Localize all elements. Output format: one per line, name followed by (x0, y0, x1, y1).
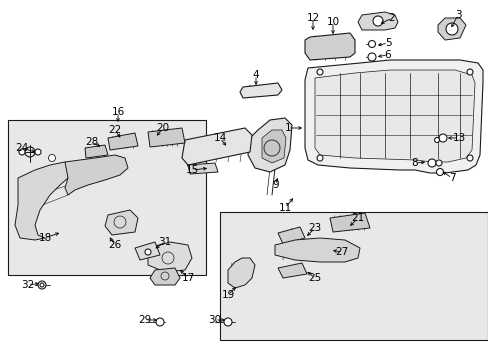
Text: 20: 20 (156, 123, 169, 133)
Circle shape (316, 69, 323, 75)
Polygon shape (274, 238, 359, 262)
Text: 24: 24 (15, 143, 29, 153)
Text: 1: 1 (284, 123, 291, 133)
Polygon shape (85, 145, 108, 158)
Text: 18: 18 (38, 233, 52, 243)
Text: 23: 23 (308, 223, 321, 233)
Polygon shape (15, 162, 72, 240)
Polygon shape (148, 128, 184, 147)
Circle shape (436, 168, 443, 175)
Circle shape (372, 16, 382, 26)
Circle shape (434, 138, 439, 143)
Text: 28: 28 (85, 137, 99, 147)
Circle shape (38, 281, 46, 289)
Text: 31: 31 (158, 237, 171, 247)
Polygon shape (105, 210, 138, 235)
Text: 26: 26 (108, 240, 122, 250)
Text: 4: 4 (252, 70, 259, 80)
Polygon shape (247, 118, 291, 172)
Polygon shape (262, 130, 285, 163)
Polygon shape (182, 128, 251, 165)
Circle shape (367, 53, 375, 61)
Text: 9: 9 (272, 180, 279, 190)
Text: 19: 19 (221, 290, 234, 300)
Polygon shape (278, 227, 305, 244)
Circle shape (48, 154, 55, 162)
Text: 13: 13 (451, 133, 465, 143)
Polygon shape (305, 60, 482, 173)
Circle shape (156, 318, 163, 326)
Circle shape (427, 159, 435, 167)
Text: 2: 2 (388, 13, 394, 23)
Text: 29: 29 (138, 315, 151, 325)
Polygon shape (148, 242, 192, 272)
Circle shape (435, 160, 441, 166)
Text: 21: 21 (351, 213, 364, 223)
Text: 16: 16 (111, 107, 124, 117)
Polygon shape (329, 213, 369, 232)
Circle shape (368, 40, 375, 48)
Polygon shape (305, 33, 354, 60)
Circle shape (35, 149, 41, 155)
Circle shape (316, 155, 323, 161)
Polygon shape (357, 12, 397, 30)
Text: 6: 6 (384, 50, 390, 60)
Polygon shape (278, 263, 306, 278)
Text: 17: 17 (181, 273, 194, 283)
Circle shape (466, 155, 472, 161)
Text: 7: 7 (448, 173, 454, 183)
Text: 27: 27 (335, 247, 348, 257)
Text: 25: 25 (308, 273, 321, 283)
Polygon shape (150, 268, 180, 285)
Text: 12: 12 (306, 13, 319, 23)
Text: 8: 8 (411, 158, 417, 168)
Text: 30: 30 (208, 315, 221, 325)
Bar (8, 120, 205, 275)
Polygon shape (314, 70, 474, 162)
Circle shape (224, 318, 231, 326)
Text: 22: 22 (108, 125, 122, 135)
Circle shape (145, 249, 151, 255)
Circle shape (466, 69, 472, 75)
Circle shape (445, 23, 457, 35)
Polygon shape (65, 155, 128, 195)
Polygon shape (240, 83, 282, 98)
Text: 11: 11 (278, 203, 291, 213)
Text: 5: 5 (384, 38, 390, 48)
Polygon shape (108, 133, 138, 150)
Text: 3: 3 (454, 10, 460, 20)
Polygon shape (135, 242, 160, 260)
Circle shape (438, 134, 446, 142)
Text: 32: 32 (21, 280, 35, 290)
Bar (220, 212, 487, 340)
Polygon shape (227, 258, 254, 288)
Polygon shape (437, 18, 465, 40)
Polygon shape (187, 163, 218, 174)
Circle shape (19, 149, 25, 155)
Text: 10: 10 (326, 17, 339, 27)
Text: 15: 15 (185, 165, 198, 175)
Text: 14: 14 (213, 133, 226, 143)
